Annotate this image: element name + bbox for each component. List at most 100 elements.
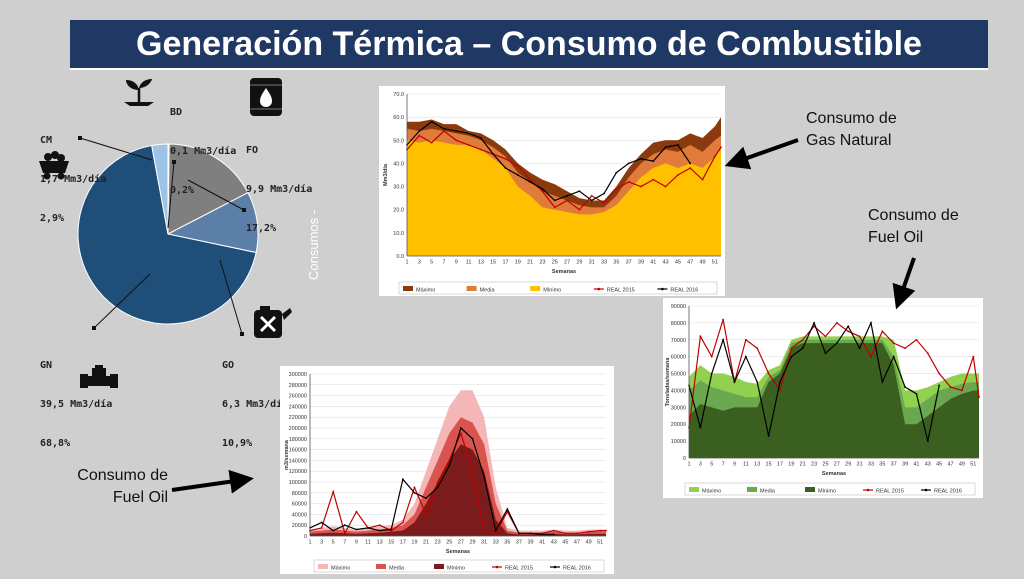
y-tick-label: 10.0 [393,231,404,237]
x-tick-label: 15 [388,540,394,546]
x-tick-label: 1 [687,462,690,468]
point-real-2015 [471,470,474,473]
point-real-2015 [847,330,850,333]
y-tick-label: 30000 [671,405,686,411]
point-real-2015 [767,372,770,375]
point-real-2015 [926,352,929,355]
title-divider [70,68,988,70]
side-watermark: Consumos - [306,209,321,280]
x-tick-label: 11 [365,540,371,546]
pie-label-gn: GN 39,5 Mm3/día 68,8% [40,333,112,463]
legend-label: Mínimo [543,288,561,294]
x-tick-label: 7 [722,462,725,468]
point-real-2015 [587,530,590,533]
point-real-2016 [541,187,544,190]
legend-marker [495,565,499,569]
x-tick-label: 1 [308,540,311,546]
point-real-2015 [564,532,567,535]
y-tick-label: 140000 [289,458,307,464]
x-tick-label: 23 [539,260,545,266]
legend-box [313,559,605,573]
x-tick-label: 37 [891,462,897,468]
point-real-2016 [320,521,323,524]
legend-marker [661,287,664,291]
legend-label: REAL 2016 [563,566,591,572]
y-tick-label: 0 [304,534,307,540]
x-tick-label: 43 [925,462,931,468]
point-real-2015 [664,185,667,188]
point-real-2016 [779,381,781,383]
x-tick-label: 39 [638,260,644,266]
point-real-2015 [961,389,963,392]
arrow-fuel-oil-left [171,469,254,494]
point-real-2016 [733,381,736,383]
x-tick-label: 37 [626,260,632,266]
area-min [689,343,979,458]
point-real-2016 [590,199,593,202]
point-real-2015 [343,532,346,535]
point-real-2015 [904,347,906,350]
annotation-fuel-oil-right-line1: Consumo de [868,207,959,224]
y-tick-label: 60.0 [393,115,404,121]
pie-label-go-pct: 10,9% [222,438,253,449]
point-real-2015 [615,187,618,190]
x-tick-label: 35 [879,462,885,468]
y-tick-label: 10000 [671,439,686,445]
x-tick-label: 35 [504,540,510,546]
point-real-2015 [576,532,578,535]
point-real-2015 [779,389,781,392]
x-tick-label: 25 [446,540,452,546]
point-real-2016 [332,529,335,532]
point-real-2016 [870,321,872,324]
point-real-2016 [413,491,416,494]
x-tick-label: 19 [515,260,521,266]
x-tick-label: 15 [766,462,772,468]
point-real-2016 [689,162,692,165]
point-real-2015 [599,529,602,532]
x-tick-label: 43 [551,540,557,546]
point-real-2015 [710,355,713,358]
point-real-2016 [506,508,509,510]
point-real-2015 [652,178,655,181]
legend-marker [597,287,601,291]
fuel-can-icon [254,306,292,338]
x-tick-label: 23 [811,462,817,468]
point-real-2016 [367,527,369,529]
point-real-2016 [904,386,906,388]
point-real-2016 [627,162,630,165]
x-tick-label: 39 [902,462,908,468]
point-real-2016 [813,321,815,324]
x-tick-label: 17 [502,260,508,266]
fuel-oil-weekly-chart-panel: 0 10000 20000 30000 40000 50000 60000 70000 8000… [663,298,983,498]
pie-slice-fo [167,143,249,235]
point-real-2016 [767,435,770,437]
point-real-2015 [566,199,568,202]
pie-leader-gn [93,273,151,329]
point-real-2015 [858,335,861,338]
point-real-2015 [590,194,593,197]
legend-swatch [530,286,541,291]
x-tick-label: 21 [423,540,429,546]
pie-label-cm-code: CM [40,135,53,146]
pie-leader-dot-go [240,332,244,336]
x-axis-label: Semanas [822,471,846,477]
x-tick-label: 5 [430,260,433,266]
point-real-2015 [455,139,458,142]
area-min [310,444,606,536]
x-tick-label: 19 [411,540,417,546]
x-tick-label: 9 [455,260,458,266]
legend-swatch [747,487,757,492]
legend-label: REAL 2015 [876,489,904,495]
x-tick-label: 23 [435,540,441,546]
fuel-oil-m3-chart: 0 20000 40000 60000 80000 100000 120000 140000 1… [284,372,607,573]
pie-label-gn-code: GN [40,360,53,371]
point-real-2015 [881,330,884,333]
x-tick-label: 29 [576,260,582,266]
point-real-2016 [553,199,556,202]
x-tick-label: 29 [469,540,475,546]
point-real-2015 [425,513,427,516]
area-min [407,140,721,256]
pie-leader-dot-gn [92,326,96,330]
point-real-2016 [722,338,725,341]
point-real-2015 [460,432,462,435]
